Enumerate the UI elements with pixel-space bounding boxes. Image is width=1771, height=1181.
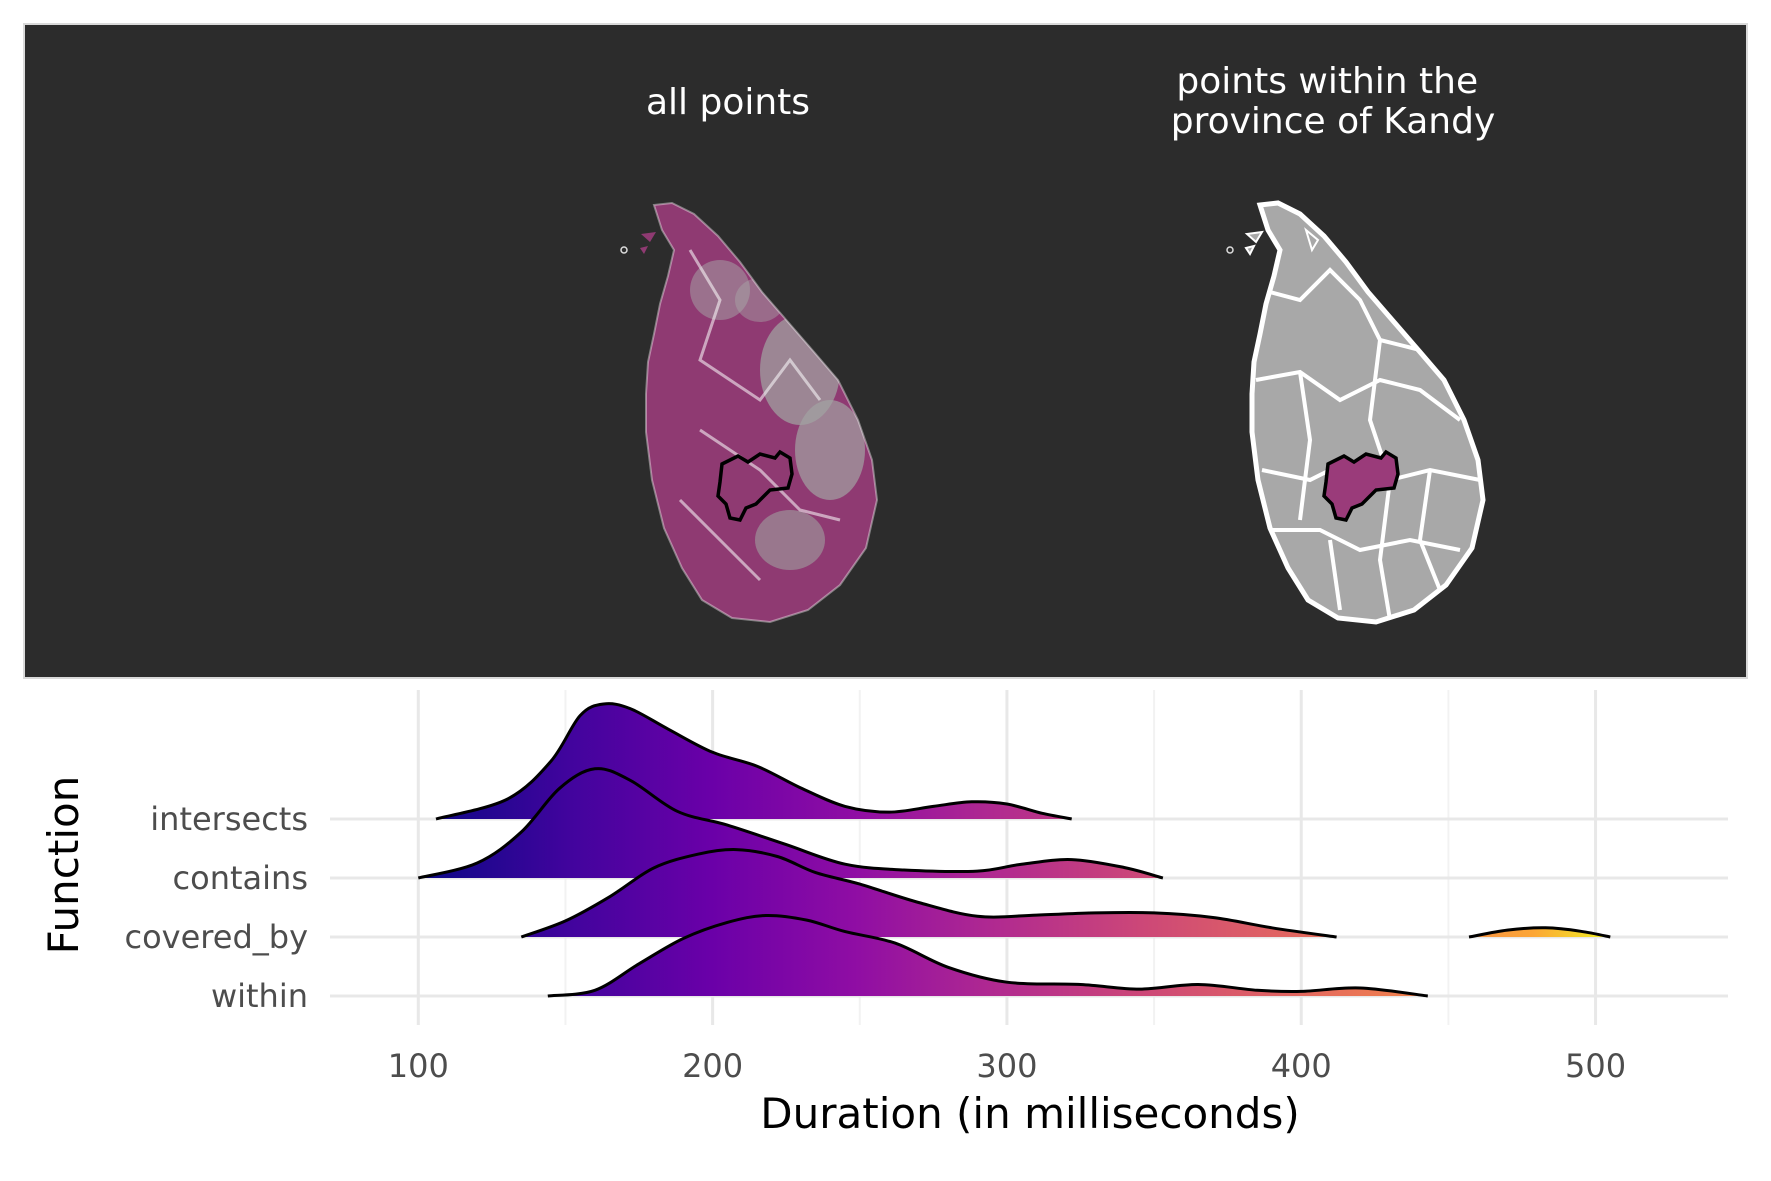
density-ridges [417,702,1611,998]
ridge-fill [521,849,1337,937]
y-tick-label: within [211,977,308,1015]
ridge-outline [520,848,1337,939]
map-kandy-points [1226,200,1486,625]
ridge-contains [417,767,1164,880]
ridge-outline [547,913,1428,998]
x-tick-label: 500 [1565,1047,1626,1085]
ridge-fill [547,915,1428,996]
ridge-intersects [435,702,1072,821]
x-tick-labels: 100 200 300 400 500 [388,1047,1626,1085]
x-tick-label: 200 [682,1047,743,1085]
y-tick-label: intersects [150,800,308,838]
ridge-outline [417,767,1164,880]
ridge-within [547,913,1428,998]
ridge-covered-by [520,848,1611,939]
map-all-points [620,201,879,624]
ridge-outline [435,702,1072,821]
x-tick-label: 300 [976,1047,1037,1085]
y-tick-label: covered_by [125,918,309,956]
panel-title-kandy: points within the province of Kandy [1171,61,1496,142]
panel-title-line: province of Kandy [1171,101,1496,142]
panel-title-line: all points [646,82,810,123]
ridge-fill [1469,927,1611,937]
kandy-outline-left [716,449,794,522]
y-axis-title: Function [39,776,88,955]
y-tick-label: contains [173,859,308,897]
panel-title-all-points: all points [646,82,810,123]
ridge-outline [1468,926,1611,939]
kandy-outline-right [1322,449,1400,522]
ridge-fill [418,768,1163,878]
x-axis-title: Duration (in milliseconds) [760,1089,1299,1138]
x-tick-label: 100 [388,1047,449,1085]
x-tick-label: 400 [1271,1047,1332,1085]
panel-title-line: points within the [1176,61,1478,102]
